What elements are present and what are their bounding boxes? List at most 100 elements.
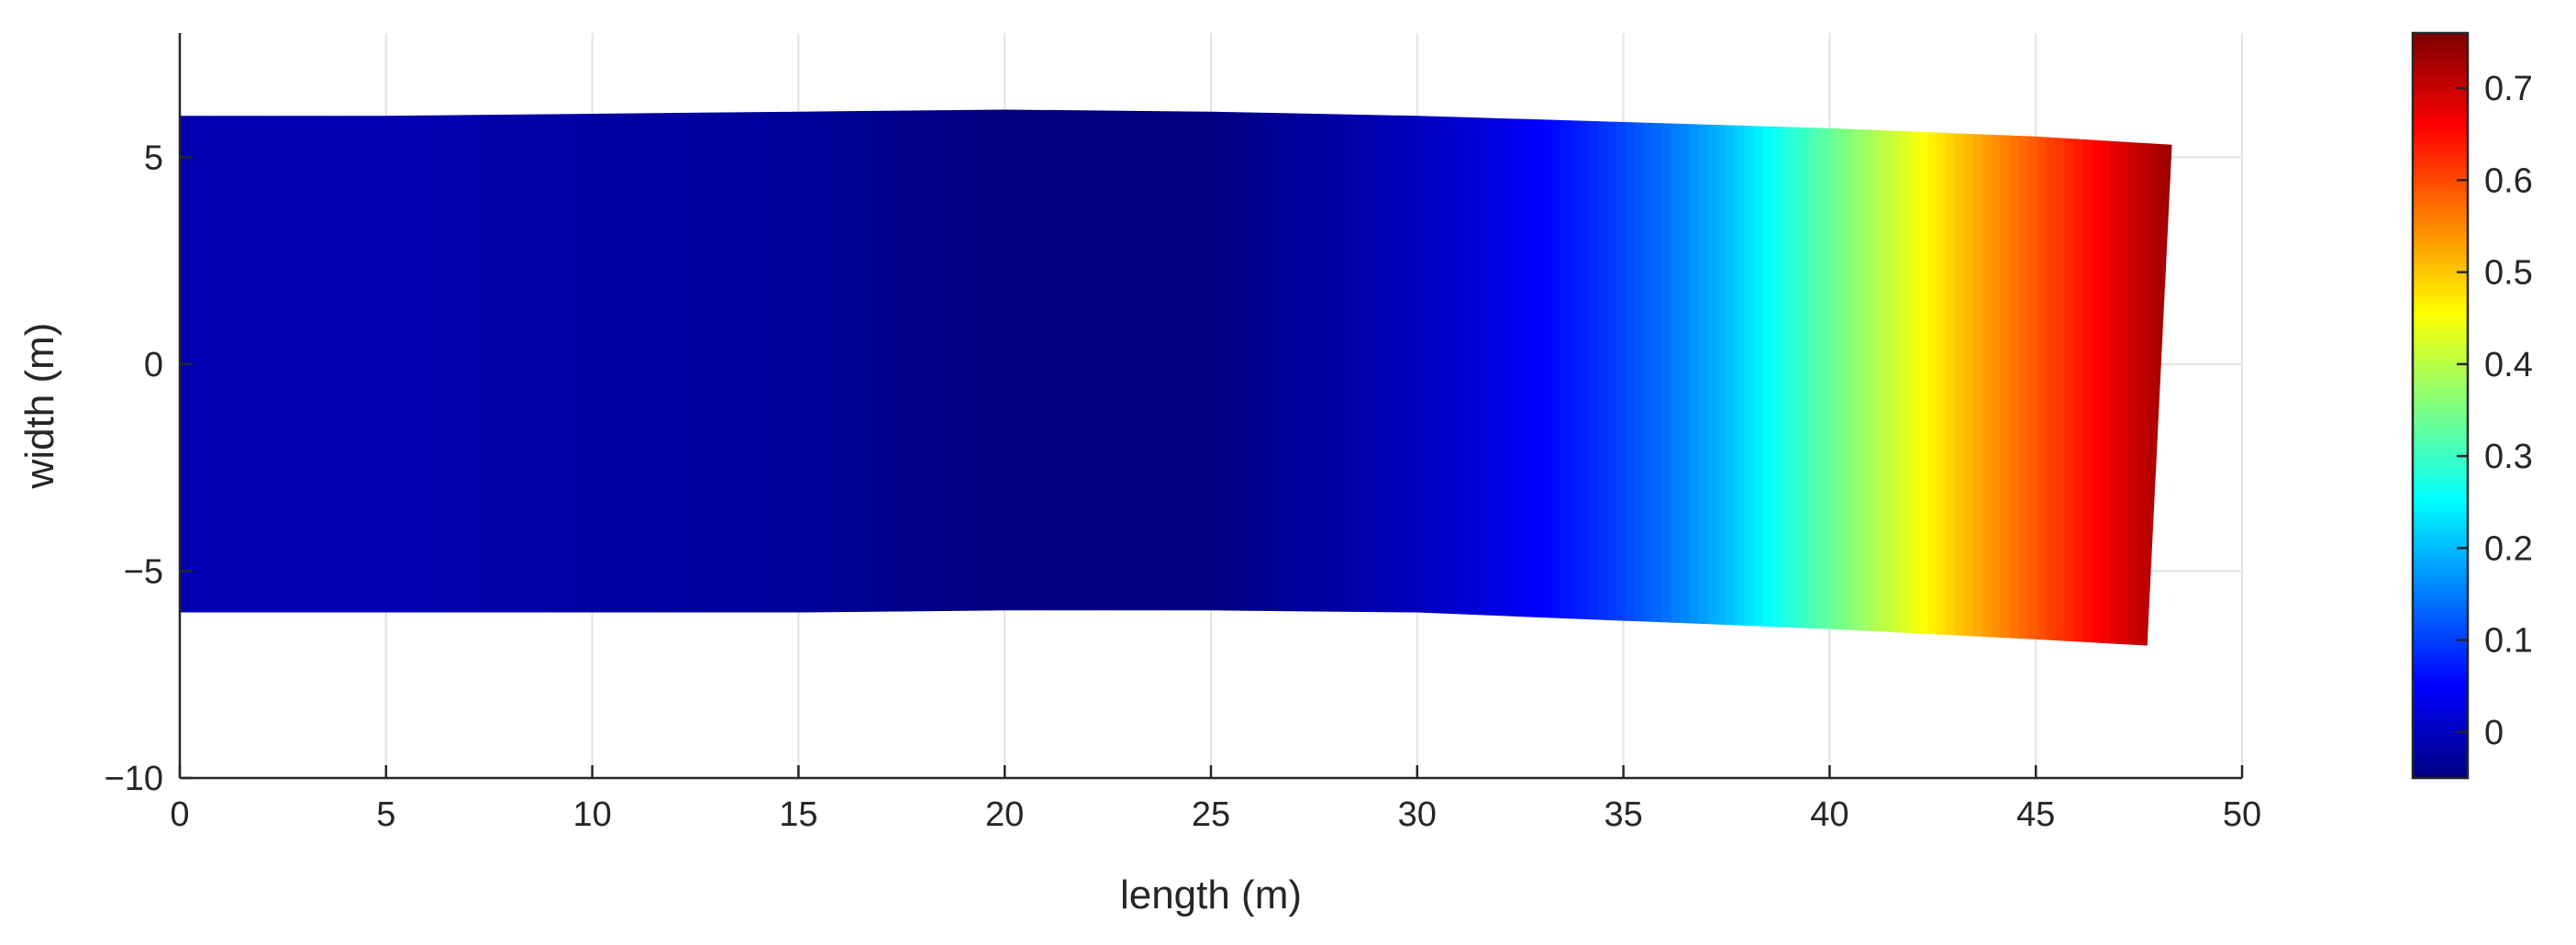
contour-band	[1881, 109, 1892, 646]
contour-band	[1845, 109, 1855, 646]
colorbar-segment	[2413, 183, 2468, 188]
colorbar-segment	[2413, 521, 2468, 526]
colorbar-segment	[2413, 283, 2468, 287]
colorbar-segment	[2413, 384, 2468, 389]
contour-band	[1890, 109, 1901, 646]
colorbar-segment	[2413, 161, 2468, 165]
colorbar-segment	[2413, 694, 2468, 697]
contour-band	[2064, 109, 2075, 646]
colorbar-segment	[2413, 152, 2468, 157]
contour-band	[326, 109, 337, 646]
contour-band	[1908, 109, 1919, 646]
colorbar-segment	[2413, 583, 2468, 587]
colorbar-segment	[2413, 347, 2468, 351]
contour-band	[390, 109, 401, 646]
contour-band	[883, 109, 894, 646]
contour-band	[582, 109, 593, 646]
colorbar-segment	[2413, 419, 2468, 424]
colorbar-segment	[2413, 239, 2468, 244]
colorbar-segment	[2413, 265, 2468, 270]
contour-band	[2073, 109, 2084, 646]
colorbar-segment	[2413, 341, 2468, 346]
contour-band	[1854, 109, 1864, 646]
contour-band	[1661, 109, 1672, 646]
colorbar-segment	[2413, 434, 2468, 439]
colorbar-segment	[2413, 297, 2468, 302]
contour-band	[591, 109, 602, 646]
contour-band	[1021, 109, 1032, 646]
colorbar-segment	[2413, 516, 2468, 520]
contour-band	[1643, 109, 1654, 646]
contour-band	[1827, 109, 1837, 646]
colorbar-segment	[2413, 312, 2468, 317]
colorbar-segment	[2413, 620, 2468, 625]
contour-band	[1030, 109, 1041, 646]
colorbar-segment	[2413, 138, 2468, 142]
colorbar-segment	[2413, 486, 2468, 491]
colorbar-segment	[2413, 615, 2468, 619]
colorbar-segment	[2413, 705, 2468, 709]
colorbar-segment	[2413, 64, 2468, 69]
colorbar-segment	[2413, 394, 2468, 398]
colorbar-segment	[2413, 295, 2468, 299]
contour-band	[1268, 109, 1279, 646]
colorbar-segment	[2413, 47, 2468, 51]
contour-band	[1945, 109, 1956, 646]
colorbar-segment	[2413, 248, 2468, 252]
colorbar-segment	[2413, 361, 2468, 366]
contour-band	[289, 109, 300, 646]
colorbar-segment	[2413, 553, 2468, 558]
contour-band	[957, 109, 968, 646]
colorbar-segment	[2413, 592, 2468, 595]
contour-band	[2027, 109, 2038, 646]
contour-band	[802, 109, 812, 646]
contour-band	[920, 109, 931, 646]
colorbar-segment	[2413, 481, 2468, 485]
contour-band	[1213, 109, 1224, 646]
contour-band	[1204, 109, 1215, 646]
colorbar-segment	[2413, 364, 2468, 369]
colorbar-segment	[2413, 548, 2468, 552]
colorbar-segment	[2413, 128, 2468, 133]
contour-band	[728, 109, 739, 646]
contour-band	[1762, 109, 1773, 646]
colorbar-segment	[2413, 103, 2468, 107]
contour-band	[225, 109, 236, 646]
contour-band	[1790, 109, 1801, 646]
contour-band	[692, 109, 703, 646]
contour-band	[1652, 109, 1663, 646]
colorbar-segment	[2413, 600, 2468, 605]
contour-band	[1259, 109, 1270, 646]
colorbar-segment	[2413, 647, 2468, 651]
contour-band	[756, 109, 767, 646]
colorbar-segment	[2413, 687, 2468, 692]
colorbar-segment	[2413, 216, 2468, 220]
colorbar-segment	[2413, 73, 2468, 78]
x-tick-label: 20	[985, 795, 1024, 834]
colorbar-segment	[2413, 426, 2468, 430]
contour-band	[1954, 109, 1965, 646]
colorbar-segment	[2413, 187, 2468, 192]
colorbar-segment	[2413, 71, 2468, 75]
contour-band	[1113, 109, 1124, 646]
contour-band	[1871, 109, 1882, 646]
contour-band	[234, 109, 245, 646]
colorbar-segment	[2413, 585, 2468, 590]
colorbar-segment	[2413, 367, 2468, 372]
colorbar-segment	[2413, 466, 2468, 471]
colorbar-segment	[2413, 640, 2468, 645]
contour-band	[1470, 109, 1480, 646]
colorbar-segment	[2413, 146, 2468, 150]
colorbar-segment	[2413, 655, 2468, 660]
colorbar-segment	[2413, 446, 2468, 450]
contour-band	[1277, 109, 1288, 646]
contour-band	[536, 109, 547, 646]
colorbar-segment	[2413, 536, 2468, 540]
contour-band	[417, 109, 428, 646]
colorbar-segment	[2413, 327, 2468, 331]
contour-band	[1424, 109, 1435, 646]
contour-band	[2055, 109, 2066, 646]
contour-band	[271, 109, 282, 646]
colorbar-segment	[2413, 170, 2468, 174]
